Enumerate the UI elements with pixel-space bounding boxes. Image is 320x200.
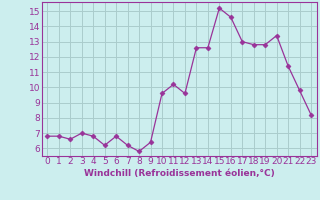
X-axis label: Windchill (Refroidissement éolien,°C): Windchill (Refroidissement éolien,°C): [84, 169, 275, 178]
